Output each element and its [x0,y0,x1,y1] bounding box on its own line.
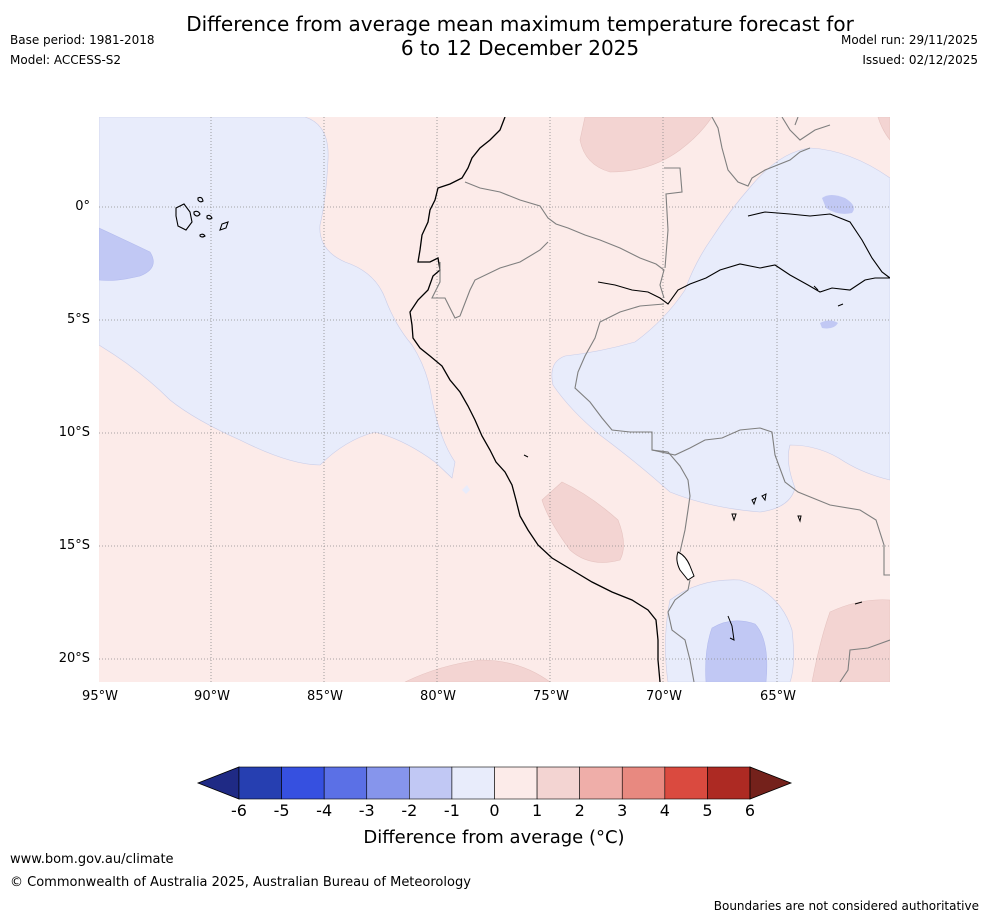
coast-detail-south-east [854,601,863,605]
footer-copyright: © Commonwealth of Australia 2025, Austra… [10,875,471,890]
anomaly-area-southeast-1-to-2 [811,599,890,682]
metadata-left: Base period: 1981-2018 Model: ACCESS-S2 [10,30,155,70]
colorbar-tick-label: -6 [231,801,247,820]
anomaly-area-amazon-minus2-small-2 [820,320,838,329]
footer-url: www.bom.gov.au/climate [10,852,174,867]
anomaly-area-small-blue-offshore [462,485,470,494]
anomaly-area-colombia-1-to-2 [579,117,713,173]
country-borders [431,117,890,682]
title-line-2: 6 to 12 December 2025 [400,36,640,60]
colorbar-segment [366,766,410,800]
colorbar-tick-label: -3 [358,801,375,820]
lake-titicaca [676,551,695,581]
border-peru-brazil [574,303,691,553]
colorbar-segment [664,766,708,800]
map-svg [99,117,890,682]
colorbar-tick-label: 5 [702,801,713,820]
metadata-right: Model run: 29/11/2025 Issued: 02/12/2025 [841,30,978,70]
model-text: Model: ACCESS-S2 [10,53,122,67]
lat-label-15s: 15°S [58,538,90,553]
lon-label-80w: 80°W [420,689,456,704]
border-colombia-brazil [664,167,683,269]
lat-label-0: 0° [75,199,90,214]
lon-label-85w: 85°W [307,689,343,704]
lat-label-5s: 5°S [66,312,90,327]
border-peru-bolivia [667,579,695,682]
coastline-bolivar-river [597,263,890,305]
lon-label-75w: 75°W [533,689,569,704]
colorbar-tick-label: 1 [531,801,543,820]
anomaly-area-amazon-minus1-to-0 [551,147,890,513]
anomaly-area-pacific-minus2-to-minus1 [99,227,154,281]
border-ecuador-peru [431,241,549,319]
colorbar-tick-label: -2 [401,801,418,820]
colorbar-tick-label: 0 [489,801,500,820]
colorbar-svg [196,766,793,800]
colorbar-tick-label: 2 [574,801,585,820]
colorbar-tick-label: -5 [273,801,290,820]
colorbar-extend-max [749,766,793,800]
lon-label-90w: 90°W [194,689,230,704]
colorbar-tick-label: -4 [316,801,333,820]
lon-label-65w: 65°W [760,689,796,704]
title-line-1: Difference from average mean maximum tem… [186,12,854,36]
border-venezuela-guyana [781,117,831,141]
anomaly-area-south-pacific-1-to-2 [404,659,551,682]
colorbar-tick-label: -1 [443,801,460,820]
interior-water-features [523,285,844,523]
border-colombia-venezuela-north [711,117,811,187]
border-bolivia-brazil [651,427,890,576]
lon-label-95w: 95°W [82,689,118,704]
colorbar-segment [579,766,623,800]
colorbar-segment [409,766,453,800]
colorbar-extend-min [196,766,240,800]
colorbar-tick-label: 6 [744,801,756,820]
gridlines [99,117,890,682]
colorbar-segment [707,766,751,800]
colorbar-segment [494,766,538,800]
colorbar-segment [238,766,282,800]
colorbar-tick-label: 3 [617,801,628,820]
anomaly-area-peru-1-to-2 [541,481,624,563]
model-run-text: Model run: 29/11/2025 [840,33,978,47]
border-brazil-north-extra [794,117,799,126]
issued-text: Issued: 02/12/2025 [862,53,978,67]
colorbar [195,764,795,802]
map-title: Difference from average mean maximum tem… [0,12,988,60]
lake-poopo [727,615,735,641]
border-bolivia-paraguay [839,639,890,682]
map-panel [99,117,890,682]
lat-label-10s: 10°S [58,425,90,440]
footer-note: Boundaries are not considered authoritat… [713,899,979,913]
lat-label-20s: 20°S [58,651,90,666]
coastline-south-america [409,117,661,682]
colorbar-label: Difference from average (°C) [363,827,625,848]
colorbar-segment [451,766,495,800]
anomaly-area-northeast-1-to-2 [877,117,890,141]
colorbar-segment [281,766,325,800]
galapagos-islands [175,196,229,238]
colorbar-segment [536,766,580,800]
coastline-amazon-river [747,211,890,279]
colorbar-segment [621,766,666,800]
anomaly-area-altiplano-minus2-to-minus1 [705,620,768,682]
colorbar-tick-label: 4 [659,801,670,820]
border-colombia-ecuador [464,181,665,299]
base-period-text: Base period: 1981-2018 [10,33,155,47]
anomaly-area-amazon-minus2-small-1 [822,195,854,214]
colorbar-segment [323,766,368,800]
lon-label-70w: 70°W [646,689,682,704]
